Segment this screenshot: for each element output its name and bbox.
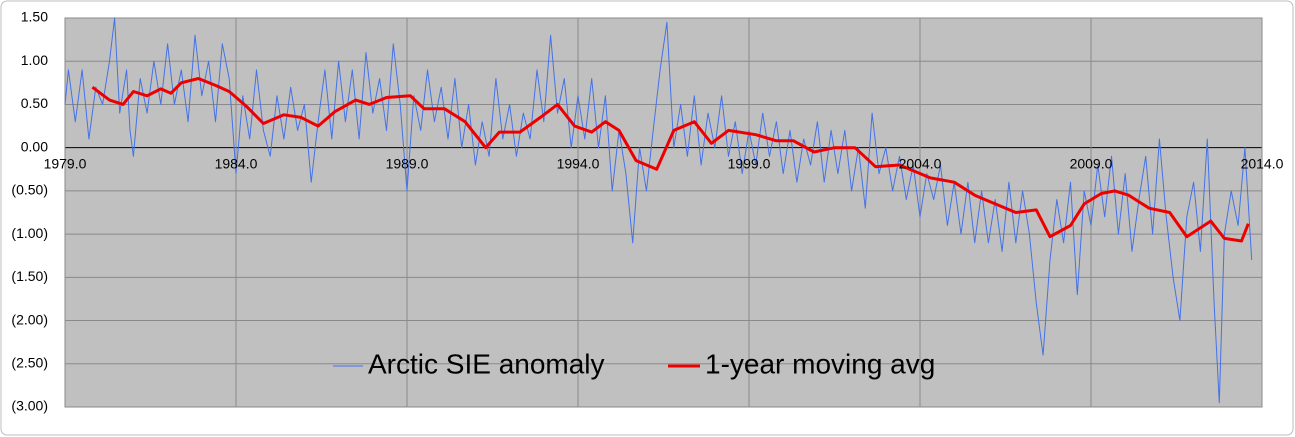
- x-tick-label: 1979.0: [44, 155, 87, 171]
- plot-area: [64, 17, 1263, 408]
- y-tick-label: (1.50): [11, 268, 48, 284]
- grid: [64, 17, 1263, 408]
- labels: 1.50 1.00 0.50 0.00 (0.50) (1.00) (1.50) (2.00)…: [11, 9, 1283, 414]
- y-tick-label: 1.50: [21, 9, 48, 25]
- lines: [64, 17, 1253, 404]
- y-tick-label: (2.50): [11, 354, 48, 370]
- series-line: [91, 77, 1250, 243]
- y-tick-label: 1.00: [21, 52, 48, 68]
- series-line: [64, 17, 1253, 404]
- legend-label: 1-year moving avg: [705, 348, 935, 379]
- x-tick-label: 1989.0: [386, 155, 429, 171]
- legend: Arctic SIE anomaly 1-year moving avg: [333, 348, 935, 379]
- x-tick-label: 1994.0: [557, 155, 600, 171]
- x-tick-label: 1999.0: [728, 155, 771, 171]
- y-tick-label: 0.50: [21, 95, 48, 111]
- y-tick-label: (1.00): [11, 225, 48, 241]
- y-tick-label: (3.00): [11, 398, 48, 414]
- legend-label: Arctic SIE anomaly: [368, 348, 605, 379]
- x-tick-label: 2004.0: [899, 155, 942, 171]
- x-tick-label: 2009.0: [1070, 155, 1113, 171]
- x-tick-label: 1984.0: [215, 155, 258, 171]
- y-tick-label: (2.00): [11, 311, 48, 327]
- x-tick-label: 2014.0: [1241, 155, 1284, 171]
- y-tick-label: (0.50): [11, 182, 48, 198]
- y-tick-label: 0.00: [21, 138, 48, 154]
